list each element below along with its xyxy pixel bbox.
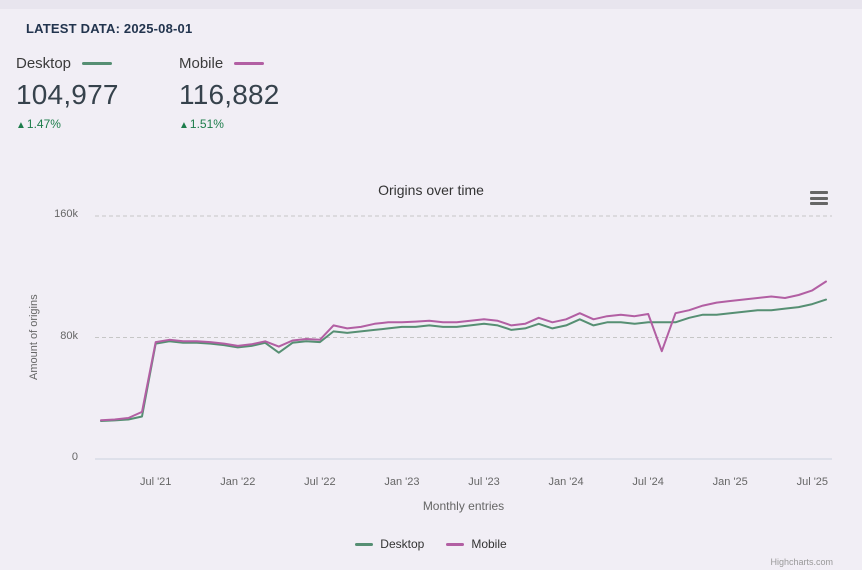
desktop-line-swatch-icon xyxy=(82,62,113,65)
chart-context-menu-button[interactable] xyxy=(810,191,828,205)
x-tick-label: Jul '24 xyxy=(632,476,664,488)
y-tick-label: 0 xyxy=(71,451,78,463)
x-tick-label: Jul '25 xyxy=(796,476,829,488)
hamburger-icon-bar xyxy=(810,191,828,194)
stat-desktop-change: ▲1.47% xyxy=(16,117,166,131)
stat-desktop: Desktop 104,977 ▲1.47% xyxy=(16,55,166,131)
mobile-series-line[interactable] xyxy=(100,280,827,422)
x-tick-label: Jan '22 xyxy=(220,476,256,488)
legend-item-desktop[interactable]: Desktop xyxy=(355,537,424,551)
stat-mobile: Mobile 116,882 ▲1.51% xyxy=(179,55,329,131)
stat-desktop-change-value: 1.47% xyxy=(26,117,61,131)
legend-label-desktop: Desktop xyxy=(380,537,425,551)
latest-data-label: LATEST DATA: 2025-08-01 xyxy=(26,21,193,36)
x-axis-title: Monthly entries xyxy=(422,499,505,513)
stat-desktop-header: Desktop xyxy=(16,55,166,72)
x-tick-label: Jan '23 xyxy=(384,476,420,488)
legend-label-mobile: Mobile xyxy=(471,537,507,551)
x-tick-label: Jul '21 xyxy=(139,476,172,488)
x-tick-label: Jul '22 xyxy=(304,476,336,488)
stat-mobile-change: ▲1.51% xyxy=(179,117,329,131)
stat-desktop-value: 104,977 xyxy=(16,79,119,110)
chart-title: Origins over time xyxy=(378,182,484,198)
chart-legend: Desktop Mobile xyxy=(0,537,862,551)
hamburger-icon-bar xyxy=(810,196,828,200)
x-tick-label: Jan '24 xyxy=(548,476,584,488)
stat-mobile-header: Mobile xyxy=(179,55,329,72)
stat-desktop-label: Desktop xyxy=(16,55,72,72)
top-strip xyxy=(0,0,862,9)
legend-item-mobile[interactable]: Mobile xyxy=(446,537,507,551)
up-arrow-icon: ▲ xyxy=(179,120,189,131)
mobile-line-swatch-icon xyxy=(234,62,265,65)
x-tick-label: Jul '23 xyxy=(468,476,500,488)
stat-mobile-value: 116,882 xyxy=(179,79,280,110)
stat-mobile-change-value: 1.51% xyxy=(189,117,224,131)
x-tick-label: Jan '25 xyxy=(712,476,748,488)
up-arrow-icon: ▲ xyxy=(16,120,26,131)
y-tick-label: 160k xyxy=(54,208,78,220)
desktop-legend-line-icon xyxy=(355,542,374,546)
hamburger-icon-bar xyxy=(810,202,828,205)
y-tick-label: 80k xyxy=(60,329,78,342)
desktop-series-line[interactable] xyxy=(100,298,827,422)
stat-mobile-label: Mobile xyxy=(179,55,224,72)
highcharts-credit-link[interactable]: Highcharts.com xyxy=(770,557,833,567)
mobile-legend-line-icon xyxy=(446,542,465,546)
